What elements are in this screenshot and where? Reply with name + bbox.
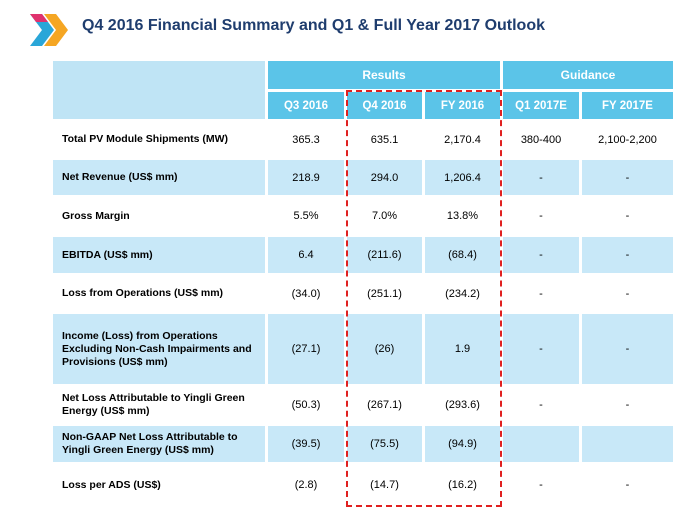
table-cell: 218.9 <box>268 160 344 195</box>
table-cell: - <box>503 198 579 234</box>
table-row: Total PV Module Shipments (MW) 365.3 635.1… <box>53 122 673 157</box>
table-cell: 635.1 <box>347 122 422 157</box>
table-cell: (267.1) <box>347 387 422 423</box>
table-cell: 6.4 <box>268 237 344 273</box>
column-header-q3-2016: Q3 2016 <box>268 92 344 119</box>
row-label: Net Loss Attributable to Yingli Green En… <box>53 387 265 423</box>
row-label: EBITDA (US$ mm) <box>53 237 265 273</box>
table-cell: - <box>503 160 579 195</box>
table-cell: (27.1) <box>268 314 344 384</box>
table-cell: - <box>582 160 673 195</box>
table-cell: 7.0% <box>347 198 422 234</box>
page-title: Q4 2016 Financial Summary and Q1 & Full … <box>82 17 545 34</box>
column-header-fy-2017e: FY 2017E <box>582 92 673 119</box>
table-cell: 365.3 <box>268 122 344 157</box>
table-cell: (14.7) <box>347 465 422 505</box>
table-cell: (234.2) <box>425 276 500 311</box>
row-label: Net Revenue (US$ mm) <box>53 160 265 195</box>
table-cell: 294.0 <box>347 160 422 195</box>
table-row: Non-GAAP Net Loss Attributable to Yingli… <box>53 426 673 462</box>
column-header-q1-2017e: Q1 2017E <box>503 92 579 119</box>
table-cell: (26) <box>347 314 422 384</box>
column-header-fy-2016: FY 2016 <box>425 92 500 119</box>
table-cell: 380-400 <box>503 122 579 157</box>
row-label: Total PV Module Shipments (MW) <box>53 122 265 157</box>
table-cell: - <box>582 198 673 234</box>
chevron-arrows-icon <box>30 14 68 46</box>
table-cell: (34.0) <box>268 276 344 311</box>
table-cell: - <box>582 276 673 311</box>
table-row: Gross Margin 5.5% 7.0% 13.8% - - <box>53 198 673 234</box>
table-cell <box>582 426 673 462</box>
row-label: Loss per ADS (US$) <box>53 465 265 505</box>
table-cell: - <box>582 465 673 505</box>
table-cell: - <box>503 314 579 384</box>
table-row: Loss from Operations (US$ mm) (34.0) (251.… <box>53 276 673 311</box>
table-cell <box>503 426 579 462</box>
table-cell: (16.2) <box>425 465 500 505</box>
table-row: EBITDA (US$ mm) 6.4 (211.6) (68.4) - - <box>53 237 673 273</box>
table-cell: (39.5) <box>268 426 344 462</box>
table-cell: 1,206.4 <box>425 160 500 195</box>
table-cell: - <box>503 237 579 273</box>
results-header: Results <box>268 61 500 89</box>
table-cell: (293.6) <box>425 387 500 423</box>
table-cell: (50.3) <box>268 387 344 423</box>
row-label: Income (Loss) from Operations Excluding … <box>53 314 265 384</box>
table-cell: 2,100-2,200 <box>582 122 673 157</box>
table-row: Net Loss Attributable to Yingli Green En… <box>53 387 673 423</box>
table-cell: 5.5% <box>268 198 344 234</box>
table-cell: - <box>582 387 673 423</box>
table-row: Income (Loss) from Operations Excluding … <box>53 314 673 384</box>
table-cell: - <box>503 387 579 423</box>
table-cell: (68.4) <box>425 237 500 273</box>
table-cell: (2.8) <box>268 465 344 505</box>
row-label: Gross Margin <box>53 198 265 234</box>
column-header-q4-2016: Q4 2016 <box>347 92 422 119</box>
table-cell: (75.5) <box>347 426 422 462</box>
table-cell: 13.8% <box>425 198 500 234</box>
row-label: Loss from Operations (US$ mm) <box>53 276 265 311</box>
financial-summary-table: Results Guidance Q3 2016 Q4 2016 FY 2016… <box>50 58 676 508</box>
table-cell: 1.9 <box>425 314 500 384</box>
table-cell: - <box>503 465 579 505</box>
table-cell: - <box>582 237 673 273</box>
row-label: Non-GAAP Net Loss Attributable to Yingli… <box>53 426 265 462</box>
table-row: Loss per ADS (US$) (2.8) (14.7) (16.2) - - <box>53 465 673 505</box>
table-cell: (94.9) <box>425 426 500 462</box>
table-cell: (251.1) <box>347 276 422 311</box>
table-cell: (211.6) <box>347 237 422 273</box>
table-cell: - <box>503 276 579 311</box>
guidance-header: Guidance <box>503 61 673 89</box>
table-cell: 2,170.4 <box>425 122 500 157</box>
header-corner-cell <box>53 61 265 119</box>
table-row: Net Revenue (US$ mm) 218.9 294.0 1,206.4- - <box>53 160 673 195</box>
table-cell: - <box>582 314 673 384</box>
